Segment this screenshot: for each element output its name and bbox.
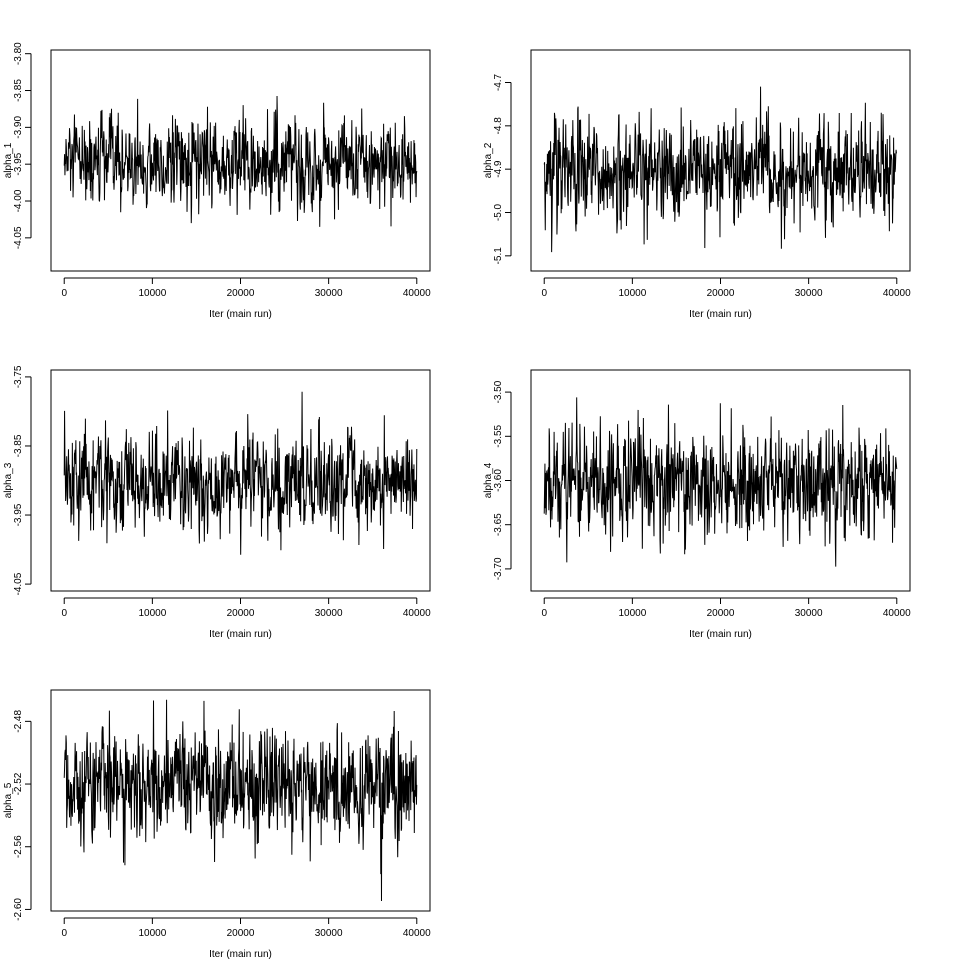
y-tick-label: -4.05 (13, 226, 24, 249)
plot-frame (50, 49, 431, 272)
x-axis-ticks: 0 10000 20000 30000 40000 (541, 277, 911, 299)
y-tick-label: -3.50 (493, 380, 504, 403)
y-tick-label: -2.48 (13, 710, 24, 733)
y-axis-label: alpha_4 (483, 462, 494, 498)
y-tick-label: -5.0 (493, 203, 504, 221)
y-axis-ticks: -4.05 -3.95 -3.85 -3.75 (13, 365, 32, 595)
x-tick-label: 30000 (795, 608, 823, 619)
y-tick-label: -5.1 (493, 247, 504, 265)
x-tick-label: 30000 (795, 288, 823, 299)
y-tick-label: -3.80 (13, 42, 24, 65)
trace-panel-alpha-4: Iter (main run) alpha_4 0 10000 20000 30000… (483, 369, 911, 640)
y-axis-label: alpha_3 (3, 462, 14, 498)
y-tick-label: -3.75 (13, 365, 24, 388)
y-tick-label: -4.05 (13, 572, 24, 595)
y-tick-label: -3.55 (493, 424, 504, 447)
x-axis-label: Iter (main run) (689, 309, 752, 320)
x-tick-label: 10000 (138, 288, 166, 299)
y-tick-label: -2.52 (13, 772, 24, 795)
y-tick-label: -4.7 (493, 73, 504, 91)
plot-frame (530, 369, 911, 592)
y-tick-label: -4.00 (13, 189, 24, 212)
x-tick-label: 0 (61, 928, 67, 939)
y-tick-label: -3.65 (493, 513, 504, 536)
x-tick-label: 20000 (707, 288, 735, 299)
trace-line (543, 397, 898, 567)
x-tick-label: 30000 (315, 288, 343, 299)
x-axis-label: Iter (main run) (209, 629, 272, 640)
trace-line (543, 86, 897, 253)
x-axis-label: Iter (main run) (689, 629, 752, 640)
x-axis-ticks: 0 10000 20000 30000 40000 (541, 597, 911, 619)
x-tick-label: 40000 (403, 288, 431, 299)
x-tick-label: 0 (541, 288, 547, 299)
x-axis-ticks: 0 10000 20000 30000 40000 (61, 277, 431, 299)
plot-frame (50, 689, 431, 912)
trace-line (63, 699, 418, 902)
y-tick-label: -4.8 (493, 117, 504, 135)
x-tick-label: 10000 (138, 928, 166, 939)
x-tick-label: 10000 (138, 608, 166, 619)
x-tick-label: 10000 (618, 288, 646, 299)
y-tick-label: -3.90 (13, 116, 24, 139)
x-tick-label: 40000 (403, 928, 431, 939)
y-tick-label: -3.85 (13, 79, 24, 102)
x-tick-label: 40000 (883, 608, 911, 619)
y-tick-label: -3.95 (13, 503, 24, 526)
y-axis-ticks: -5.1 -5.0 -4.9 -4.8 -4.7 (493, 73, 512, 265)
trace-panel-alpha-5: Iter (main run) alpha_5 0 10000 20000 30000… (3, 689, 431, 960)
x-axis-label: Iter (main run) (209, 949, 272, 960)
x-tick-label: 10000 (618, 608, 646, 619)
trace-panel-alpha-2: Iter (main run) alpha_2 0 10000 20000 30000… (483, 49, 911, 320)
y-axis-label: alpha_5 (3, 782, 14, 818)
trace-line (63, 95, 418, 227)
y-axis-ticks: -2.60 -2.56 -2.52 -2.48 (13, 710, 32, 921)
y-axis-ticks: -3.70 -3.65 -3.60 -3.55 -3.50 (493, 380, 512, 580)
trace-panel-alpha-1: Iter (main run) alpha_1 0 10000 20000 30000… (3, 42, 431, 320)
x-tick-label: 20000 (227, 288, 255, 299)
plot-frame (530, 49, 911, 272)
trace-line (63, 391, 418, 555)
y-axis-label: alpha_1 (3, 142, 14, 178)
x-axis-ticks: 0 10000 20000 30000 40000 (61, 917, 431, 939)
y-axis-ticks: -4.05 -4.00 -3.95 -3.90 -3.85 -3.80 (13, 42, 32, 249)
y-tick-label: -3.95 (13, 152, 24, 175)
x-axis-ticks: 0 10000 20000 30000 40000 (61, 597, 431, 619)
trace-panel-alpha-3: Iter (main run) alpha_3 0 10000 20000 30000… (3, 365, 431, 640)
x-tick-label: 20000 (707, 608, 735, 619)
x-tick-label: 40000 (403, 608, 431, 619)
y-tick-label: -2.60 (13, 898, 24, 921)
x-tick-label: 0 (541, 608, 547, 619)
y-tick-label: -4.9 (493, 160, 504, 178)
y-tick-label: -3.60 (493, 469, 504, 492)
x-tick-label: 0 (61, 288, 67, 299)
x-tick-label: 20000 (227, 928, 255, 939)
y-tick-label: -3.70 (493, 557, 504, 580)
plot-frame (50, 369, 431, 592)
x-tick-label: 0 (61, 608, 67, 619)
x-tick-label: 30000 (315, 608, 343, 619)
x-tick-label: 30000 (315, 928, 343, 939)
y-tick-label: -2.56 (13, 835, 24, 858)
y-axis-label: alpha_2 (483, 142, 494, 178)
y-tick-label: -3.85 (13, 434, 24, 457)
x-tick-label: 20000 (227, 608, 255, 619)
x-tick-label: 40000 (883, 288, 911, 299)
x-axis-label: Iter (main run) (209, 309, 272, 320)
